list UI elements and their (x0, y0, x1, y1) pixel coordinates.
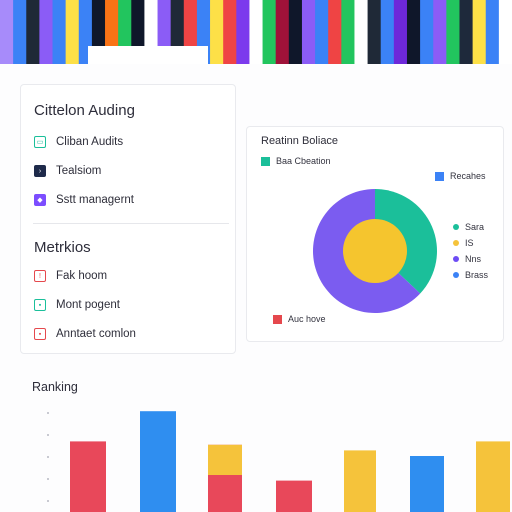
top-left-label-row: Baa Cbeation (261, 156, 331, 166)
legend-label: Nns (465, 254, 482, 264)
legend-item: Sara (453, 222, 484, 232)
metrics-item-label: Anntaet comlon (56, 328, 136, 340)
ranking-bar (410, 456, 444, 512)
donut-chart (313, 189, 438, 313)
legend-dot-icon (453, 240, 459, 246)
banner-stripe (13, 0, 27, 64)
alert-icon: ! (34, 270, 46, 282)
banner-stripe (26, 0, 40, 64)
legend-dot-icon (453, 272, 459, 278)
banner-stripe (446, 0, 461, 64)
section-divider (33, 223, 229, 224)
sidebar-card: Cittelon Auding ▭ Cliban Audits › Tealsi… (20, 84, 236, 354)
legend-dot-icon (453, 224, 459, 230)
banner-stripe (341, 0, 356, 64)
banner-stripe (380, 0, 395, 64)
ranking-bar (476, 441, 510, 512)
donut-center (343, 219, 407, 283)
ranking-bar-chart (47, 411, 510, 512)
sidebar-item-label: Sstt managernt (56, 194, 134, 206)
active-tab-notch[interactable] (88, 46, 208, 64)
ranking-bar (140, 411, 176, 512)
banner-stripe (301, 0, 316, 64)
pie-slice-sara (375, 189, 438, 294)
legend-item: Nns (453, 254, 481, 264)
axis-tick (47, 478, 49, 480)
legend-label: IS (465, 238, 474, 248)
banner-stripe (288, 0, 303, 64)
top-left-label: Baa Cbeation (276, 156, 331, 166)
flag-icon: ▪ (34, 328, 46, 340)
banner-stripe (249, 0, 264, 64)
sidebar-item-label: Tealsiom (56, 165, 102, 177)
ranking-bar (276, 480, 312, 512)
document-icon: ▭ (34, 136, 46, 148)
metrics-item-mont[interactable]: ▪ Mont pogent (34, 299, 120, 311)
banner-stripe (393, 0, 408, 64)
banner-stripe (65, 0, 80, 64)
banner-stripe (275, 0, 290, 64)
banner-stripe (223, 0, 237, 64)
banner-stripe (236, 0, 251, 64)
banner-stripe (210, 0, 224, 64)
sidebar-item-management[interactable]: ◆ Sstt managernt (34, 194, 134, 206)
legend-label: Sara (465, 222, 485, 232)
banner-stripe (367, 0, 382, 64)
axis-tick (47, 456, 49, 458)
banner-stripe (420, 0, 434, 64)
axis-tick (47, 412, 49, 414)
banner-stripe (459, 0, 474, 64)
ranking-title: Ranking (32, 380, 78, 394)
banner-stripe (0, 0, 14, 64)
axis-tick (47, 500, 49, 502)
banner-stripe (406, 0, 421, 64)
breakdown-title: Reatinn Boliace (261, 135, 339, 147)
banner-stripe (262, 0, 277, 64)
banner-stripe (354, 0, 369, 64)
banner-stripe (315, 0, 329, 64)
metrics-item-label: Mont pogent (56, 299, 120, 311)
legend-dot-icon (453, 256, 459, 262)
legend-item: Brass (453, 270, 488, 280)
metrics-item-anntaet[interactable]: ▪ Anntaet comlon (34, 328, 136, 340)
axis-tick (47, 434, 49, 436)
series-swatch-icon (261, 156, 270, 166)
banner-stripe (498, 0, 512, 64)
shield-icon: ◆ (34, 194, 46, 206)
sidebar-item-label: Cliban Audits (56, 136, 124, 148)
banner-stripe (52, 0, 67, 64)
metrics-title: Metrkios (34, 239, 91, 256)
ranking-bar-cap (208, 444, 242, 475)
legend-item: IS (453, 238, 474, 248)
banner-stripe (485, 0, 500, 64)
terminal-icon: › (34, 165, 46, 177)
ranking-bar (70, 441, 106, 512)
sidebar-item-audits[interactable]: ▭ Cliban Audits (34, 136, 123, 148)
series-swatch-icon (435, 171, 444, 181)
metrics-item-label: Fak hoom (56, 270, 108, 282)
legend-label: Brass (465, 270, 489, 280)
bottom-label: Auc hove (288, 314, 326, 324)
banner-stripe (433, 0, 447, 64)
banner-stripe (328, 0, 342, 64)
bottom-label-row: Auc hove (273, 314, 326, 324)
sidebar-title: Cittelon Auding (34, 102, 135, 119)
ranking-bar (344, 450, 376, 512)
metrics-item-fak[interactable]: ! Fak hoom (34, 270, 107, 282)
top-right-label-row: Recahes (435, 171, 486, 181)
banner-stripe (39, 0, 54, 64)
sidebar-item-tealsiom[interactable]: › Tealsiom (34, 165, 101, 177)
stripe-pattern (0, 0, 512, 64)
series-swatch-icon (273, 314, 282, 324)
header-banner (0, 0, 512, 64)
chart-icon: ▪ (34, 299, 46, 311)
top-right-label: Recahes (450, 171, 486, 181)
banner-stripe (472, 0, 487, 64)
